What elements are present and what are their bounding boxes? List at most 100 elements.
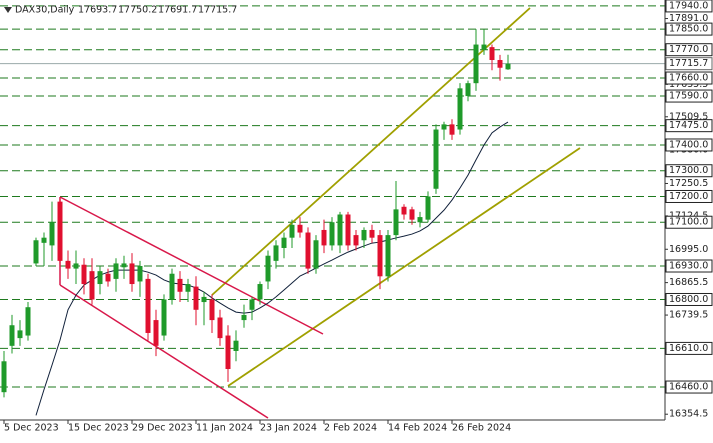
level-box — [665, 89, 713, 103]
level-box — [665, 119, 713, 133]
candle-body — [17, 330, 23, 339]
candle-body — [41, 237, 47, 243]
channel-lower — [227, 147, 581, 387]
candle-body — [241, 314, 247, 321]
level-label: 17475.0 — [669, 120, 708, 131]
plot-area — [0, 5, 665, 424]
candle-body — [161, 299, 167, 336]
y-tick-label: 17509.5 — [669, 111, 708, 122]
candle-body — [185, 284, 191, 292]
x-tick-label: 2 Feb 2024 — [324, 423, 377, 434]
level-label: 17200.0 — [669, 191, 708, 202]
candle-body — [417, 217, 423, 223]
candle-body — [217, 317, 223, 339]
candle-body — [65, 260, 71, 269]
candle-body — [225, 335, 231, 370]
open: 17693.7 — [78, 5, 117, 16]
candle-body — [401, 206, 407, 215]
candle-body — [361, 229, 367, 241]
x-tick-label: 14 Feb 2024 — [388, 423, 447, 434]
candle-body — [177, 278, 183, 292]
candle-body — [249, 299, 255, 310]
level-box — [665, 164, 713, 178]
candle-body — [473, 44, 479, 84]
candles — [1, 29, 511, 416]
level-label: 16800.0 — [669, 294, 708, 305]
level-label: 17770.0 — [669, 44, 708, 55]
candle-body — [145, 278, 151, 333]
candle-body — [137, 266, 143, 282]
header: DAX30,Daily 17693.7 17750.2 17691.7 1771… — [4, 5, 237, 16]
last-price-box — [665, 57, 713, 71]
candle-body — [49, 222, 55, 246]
candle-body — [481, 44, 487, 50]
level-label: 17660.0 — [669, 73, 708, 84]
candle-body — [489, 47, 495, 60]
level-box — [665, 43, 713, 57]
y-tick-label: 16865.5 — [669, 277, 708, 288]
level-box — [665, 259, 713, 273]
candle-body — [169, 273, 175, 300]
level-box — [665, 341, 713, 355]
candle-body — [33, 240, 39, 264]
candle-body — [369, 229, 375, 238]
level-box — [665, 71, 713, 85]
x-tick-label: 29 Dec 2023 — [132, 423, 193, 434]
x-tick-label: 15 Dec 2023 — [68, 423, 129, 434]
candle-body — [73, 263, 79, 269]
candle-body — [353, 235, 359, 246]
candle-body — [273, 245, 279, 261]
level-label: 17100.0 — [669, 217, 708, 228]
candle-body — [297, 224, 303, 233]
y-tick-label: 16995.0 — [669, 244, 708, 255]
level-label: 16610.0 — [669, 343, 708, 354]
candle-body — [81, 264, 87, 285]
candle-body — [289, 224, 295, 238]
level-box — [665, 0, 713, 13]
candle-body — [465, 83, 471, 97]
low: 17691.7 — [158, 5, 197, 16]
price-axis: 17891.017635.517509.517380.017250.517124… — [665, 0, 713, 420]
candle-body — [409, 209, 415, 220]
candle-body — [281, 237, 287, 248]
y-tick-label: 17891.0 — [669, 13, 708, 24]
x-tick-label: 5 Dec 2023 — [4, 423, 59, 434]
candle-body — [233, 340, 239, 351]
candle-body — [393, 209, 399, 236]
candle-body — [449, 124, 455, 135]
candle-body — [57, 201, 63, 261]
symbol: DAX30,Daily — [15, 5, 75, 16]
down-channel-upper — [59, 196, 324, 335]
level-box — [665, 189, 713, 203]
level-label: 16930.0 — [669, 261, 708, 272]
last-price-label: 17715.7 — [669, 58, 708, 69]
candle-body — [345, 214, 351, 246]
x-tick-label: 26 Feb 2024 — [452, 423, 511, 434]
candle-body — [113, 263, 119, 279]
candle-body — [1, 361, 7, 393]
candle-body — [121, 263, 127, 268]
header-icon — [4, 7, 12, 13]
candle-body — [193, 286, 199, 310]
y-tick-label: 16739.5 — [669, 310, 708, 321]
candle-body — [209, 299, 215, 321]
x-tick-label: 11 Jan 2024 — [196, 423, 253, 434]
level-label: 17400.0 — [669, 139, 708, 150]
down-channel-lower — [59, 284, 269, 419]
level-box — [665, 380, 713, 394]
candle-body — [377, 235, 383, 277]
candle-body — [305, 232, 311, 269]
candle-body — [337, 214, 343, 246]
candle-body — [89, 271, 95, 300]
candle-body — [9, 325, 15, 346]
candle-body — [329, 222, 335, 246]
candle-body — [25, 307, 31, 336]
level-label: 17300.0 — [669, 165, 708, 176]
candle-body — [321, 229, 327, 246]
candle-body — [105, 273, 111, 282]
level-box — [665, 22, 713, 36]
candle-body — [313, 240, 319, 269]
level-label: 17590.0 — [669, 91, 708, 102]
candle-body — [457, 88, 463, 130]
